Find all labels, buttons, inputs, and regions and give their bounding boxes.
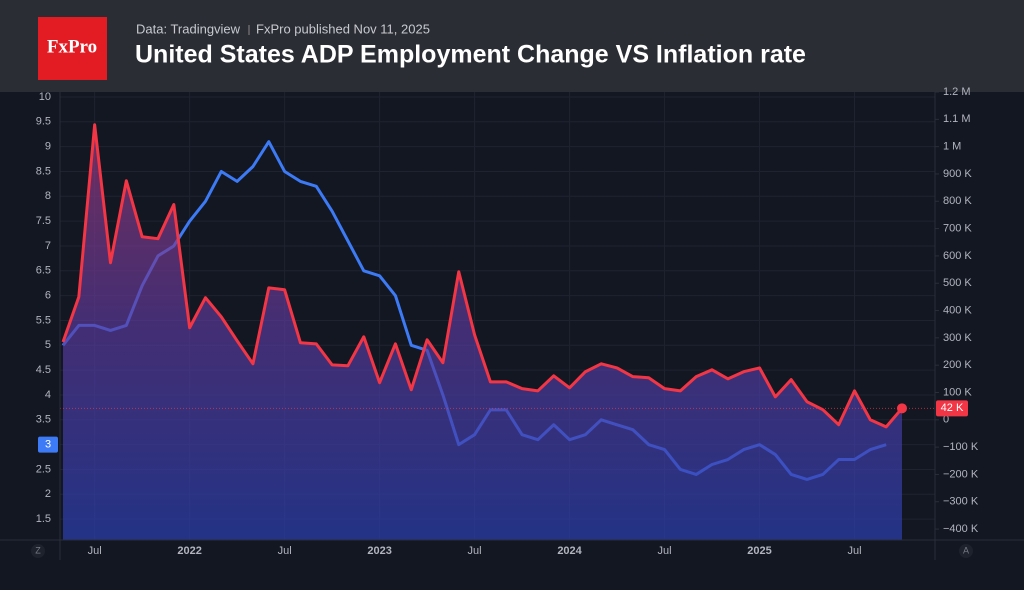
x-tick-label: 2024: [557, 545, 582, 557]
y-tick-label: 2.5: [36, 463, 51, 475]
area: [63, 124, 902, 540]
a-label[interactable]: A: [963, 545, 969, 555]
y-tick-label: 3.5: [36, 414, 51, 426]
y2-tick-label: 1.2 M: [943, 86, 971, 98]
y2-tick-label: −300 K: [943, 496, 979, 508]
y-tick-label: 5.5: [36, 314, 51, 326]
y2-tick-label: 1.1 M: [943, 113, 971, 125]
value-label: 3: [45, 439, 51, 451]
y2-tick-label: −200 K: [943, 468, 979, 480]
y-tick-label: 5: [45, 339, 51, 351]
y-tick-label: 4.5: [36, 364, 51, 376]
y2-tick-label: 500 K: [943, 277, 972, 289]
chart-title: United States ADP Employment Change VS I…: [135, 41, 806, 69]
value-label: 42 K: [941, 402, 964, 414]
value-label-box: [38, 436, 58, 453]
y2-tick-label: 800 K: [943, 195, 972, 207]
y2-tick-label: 700 K: [943, 222, 972, 234]
x-tick-label: 2023: [367, 545, 391, 557]
x-tick-label: Jul: [88, 545, 102, 557]
x-tick-label: Jul: [468, 545, 482, 557]
y2-tick-label: 100 K: [943, 386, 972, 398]
y-tick-label: 8.5: [36, 165, 51, 177]
x-tick-label: 2022: [177, 545, 201, 557]
plot: [60, 92, 935, 540]
y2-tick-label: 200 K: [943, 359, 972, 371]
y-tick-label: 1.5: [36, 513, 51, 525]
y-tick-label: 9: [45, 141, 51, 153]
z-label[interactable]: Z: [35, 545, 41, 555]
y-tick-label: 4: [45, 389, 51, 401]
y2-tick-label: 300 K: [943, 332, 972, 344]
header-band: [0, 0, 1024, 92]
y-tick-label: 7: [45, 240, 51, 252]
published: FxPro published Nov 11, 2025: [256, 21, 430, 36]
y-tick-label: 9.5: [36, 116, 51, 128]
y2-tick-label: −400 K: [943, 523, 979, 535]
y-tick-label: 7.5: [36, 215, 51, 227]
logo: FxPro: [47, 36, 97, 57]
y-tick-label: 2: [45, 488, 51, 500]
y-tick-label: 8: [45, 190, 51, 202]
y2-tick-label: 600 K: [943, 250, 972, 262]
y-tick-label: 6.5: [36, 265, 51, 277]
a-button[interactable]: [959, 544, 973, 558]
x-tick-label: Jul: [278, 545, 292, 557]
x-tick-label: 2025: [747, 545, 771, 557]
y2-tick-label: 1 M: [943, 141, 961, 153]
x-tick-label: Jul: [847, 545, 861, 557]
y2-tick-label: 0: [943, 414, 949, 426]
value-label-box: [936, 400, 968, 417]
source: Data: Tradingview: [136, 21, 241, 36]
logo-box: [38, 17, 107, 80]
x-tick-label: Jul: [658, 545, 672, 557]
line: [61, 123, 904, 429]
z-button[interactable]: [31, 544, 45, 558]
y-tick-label: 6: [45, 290, 51, 302]
y2-tick-label: 400 K: [943, 304, 972, 316]
y2-tick-label: −100 K: [943, 441, 979, 453]
y2-tick-label: 900 K: [943, 168, 972, 180]
last-point: [896, 403, 907, 414]
y-tick-label: 10: [39, 91, 51, 103]
